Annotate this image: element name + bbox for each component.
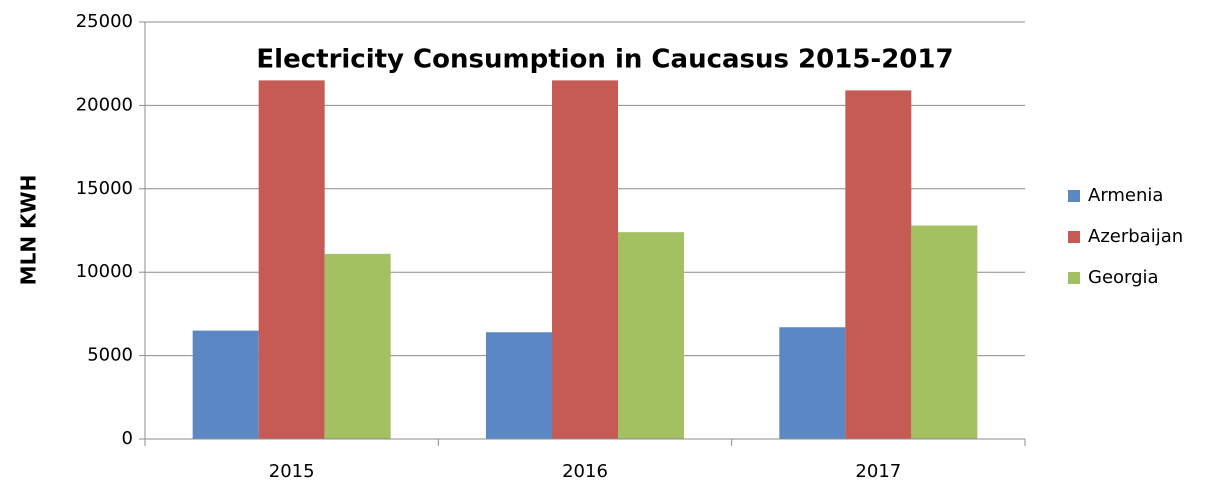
legend-swatch: [1068, 231, 1080, 243]
axes: 0 5000 10000 15000 20000 25000 2015 2016 2017: [76, 11, 1026, 482]
y-tick-label: 5000: [87, 345, 133, 366]
legend-swatch: [1068, 190, 1080, 202]
bar: [845, 90, 912, 439]
bars: [192, 80, 978, 439]
y-axis-label: MLN KWH: [17, 175, 41, 286]
y-tick-label: 0: [122, 428, 133, 449]
bar: [618, 232, 684, 439]
x-tick-label: 2017: [855, 461, 901, 482]
y-tick-label: 15000: [76, 178, 133, 199]
legend-label: Georgia: [1088, 267, 1159, 288]
legend-label: Armenia: [1088, 185, 1163, 206]
bar: [324, 253, 391, 439]
x-tick-label: 2015: [269, 461, 315, 482]
legend-swatch: [1068, 272, 1080, 284]
chart-title: Electricity Consumption in Caucasus 2015…: [256, 45, 953, 75]
bar: [552, 80, 618, 439]
legend-label: Azerbaijan: [1088, 226, 1183, 247]
bar: [779, 327, 846, 439]
bar: [911, 225, 978, 439]
y-tick-label: 25000: [76, 11, 133, 32]
y-tick-label: 20000: [76, 94, 133, 115]
x-tick-label: 2016: [562, 461, 608, 482]
bar: [486, 332, 552, 439]
bar: [192, 330, 259, 439]
plot: 0 5000 10000 15000 20000 25000 2015 2016 2017 Arm…: [76, 11, 1183, 482]
bar: [258, 80, 325, 439]
y-tick-label: 10000: [76, 261, 133, 282]
legend: Armenia Azerbaijan Georgia: [1068, 185, 1183, 288]
